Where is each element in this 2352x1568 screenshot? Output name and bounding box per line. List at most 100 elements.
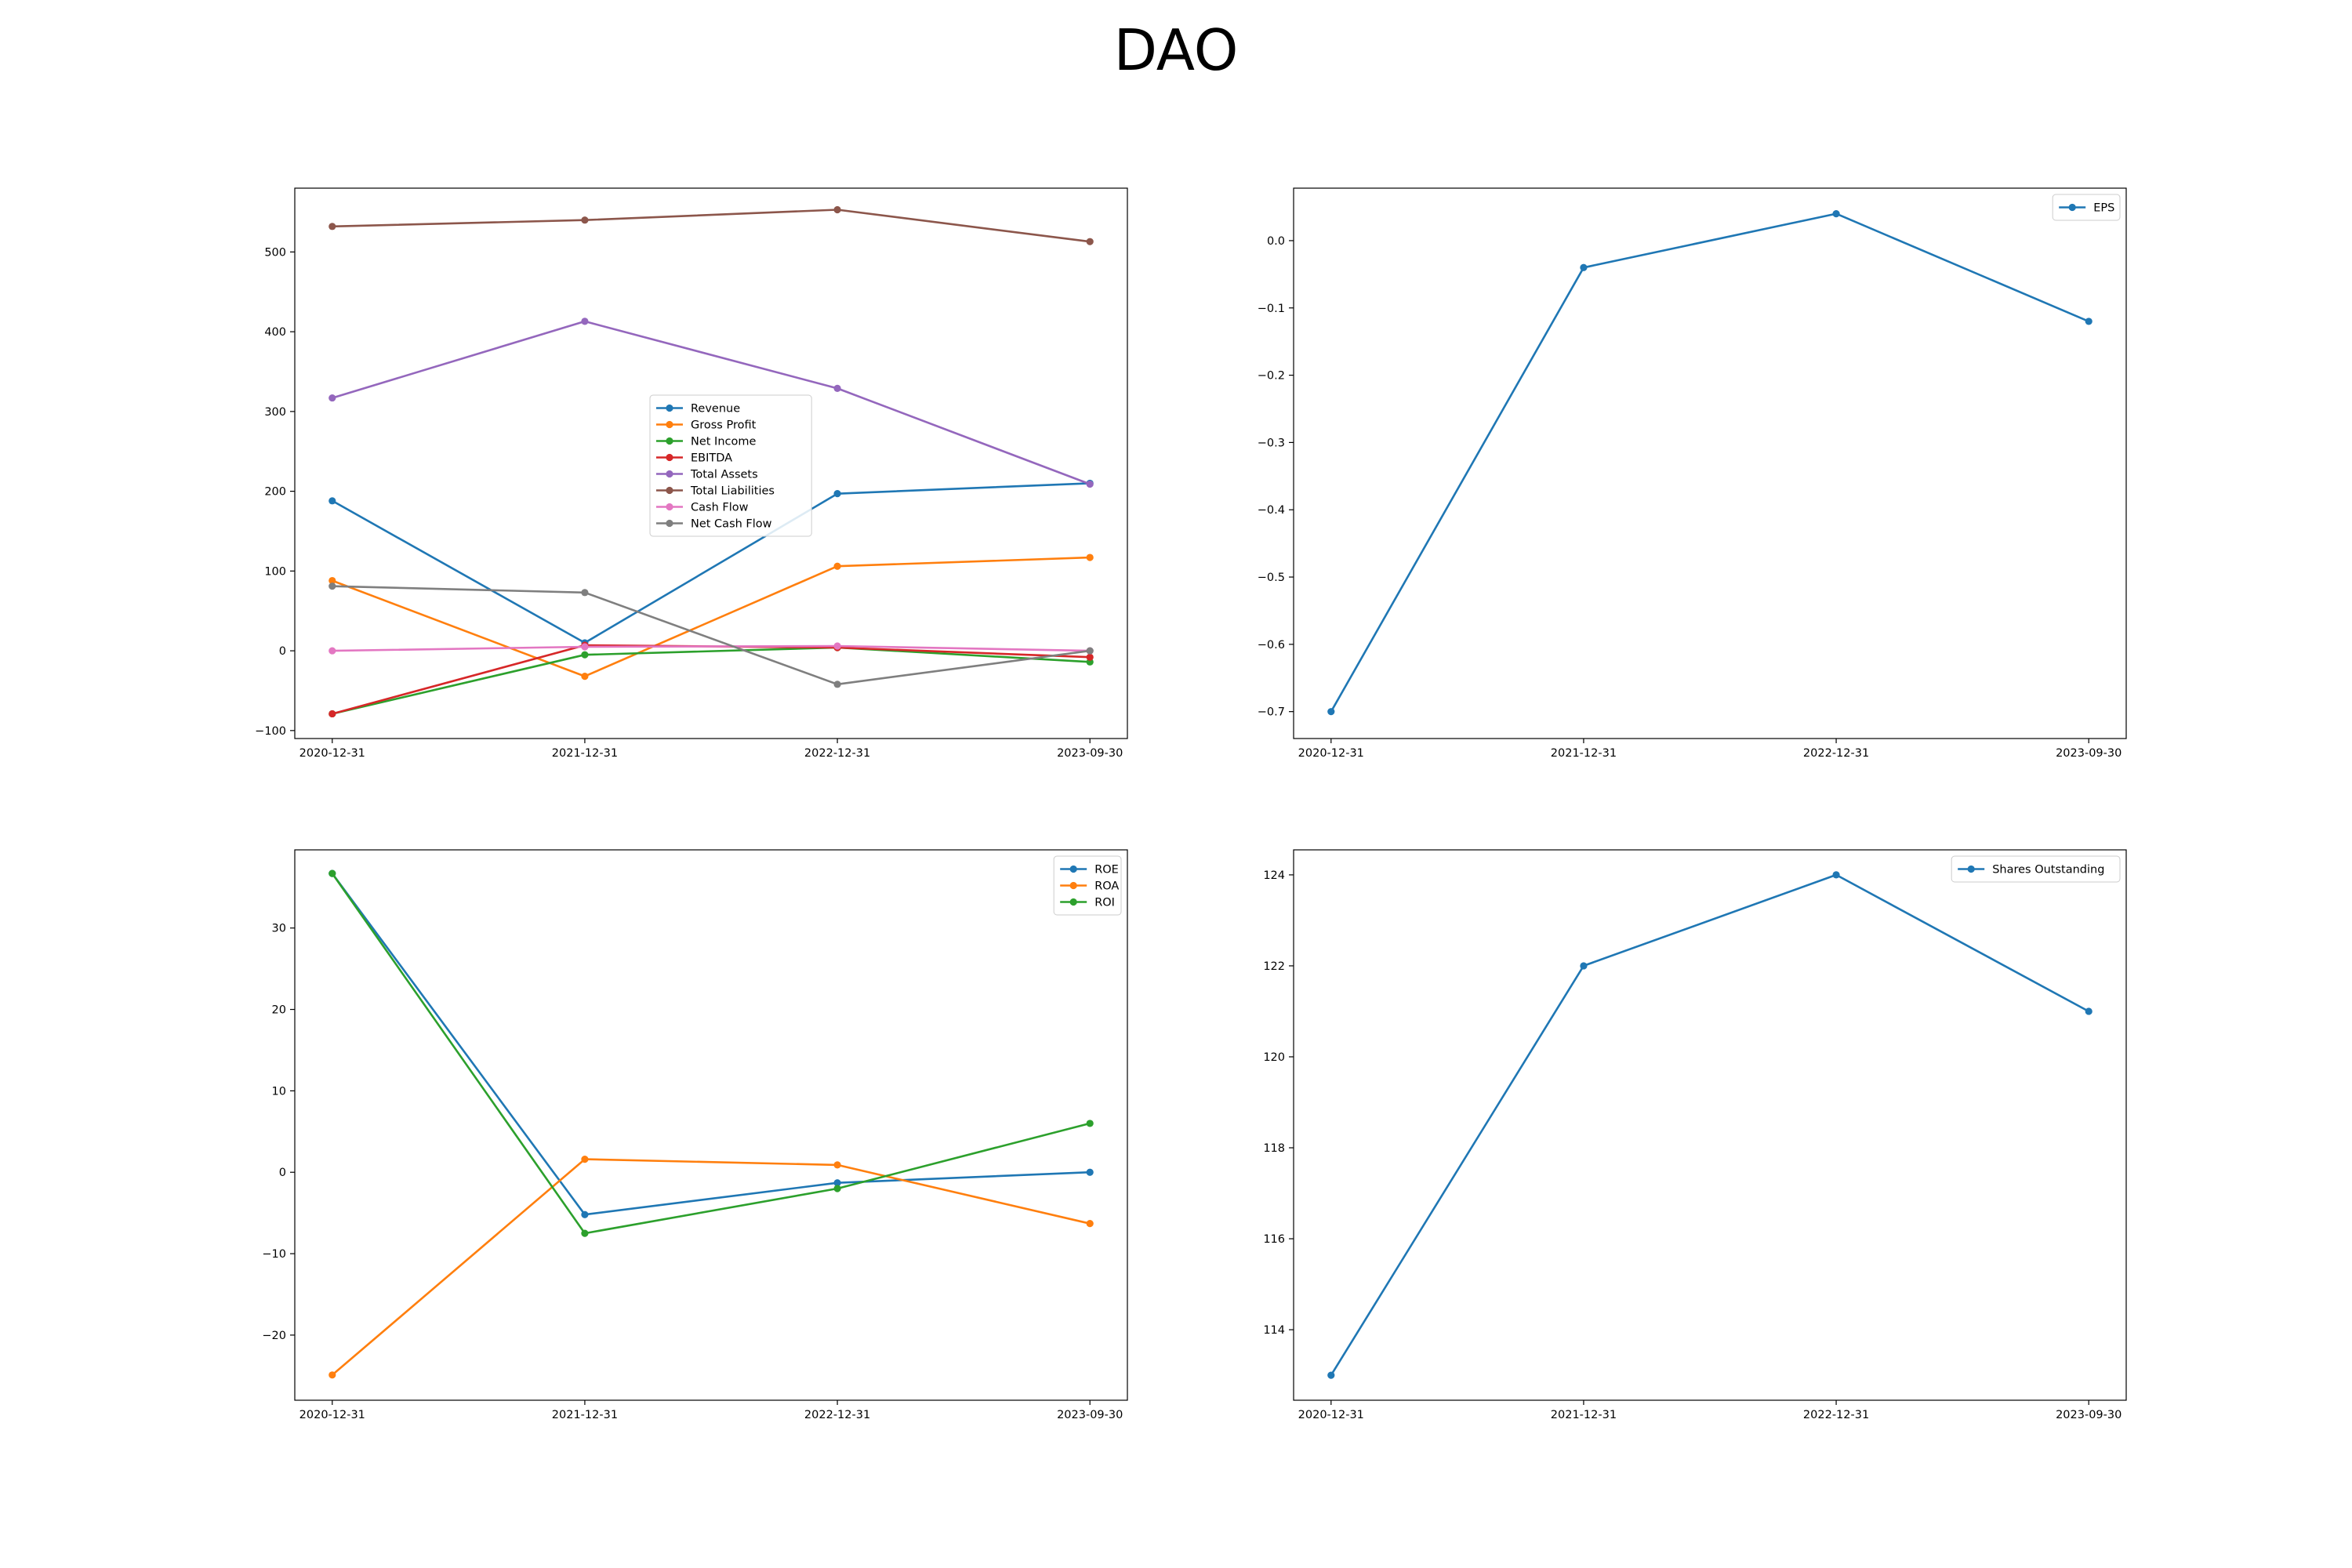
series-line-gross-profit: [332, 556, 1091, 677]
data-point: [581, 1229, 589, 1237]
legend-marker: [2068, 203, 2076, 212]
legend-box: [2052, 194, 2121, 221]
x-tick-label: 2022-12-31: [1803, 1409, 1869, 1421]
data-point: [1086, 238, 1094, 245]
data-point: [833, 681, 841, 688]
legend-label: Cash Flow: [691, 502, 749, 514]
data-point: [581, 1210, 589, 1218]
legend-marker: [1967, 865, 1975, 873]
legend: ROE ROA ROI: [1053, 855, 1122, 916]
y-tick-label: 30: [272, 923, 286, 935]
data-point: [1832, 210, 1840, 218]
page-title: DAO: [1113, 17, 1239, 83]
series-line-total-liabilities: [332, 209, 1091, 243]
legend-marker: [666, 486, 673, 495]
y-tick-label: −0.6: [1258, 639, 1285, 652]
axes-frame: [294, 849, 1128, 1401]
legend: EPS: [2052, 194, 2121, 221]
data-point: [1327, 1371, 1335, 1379]
legend-box: [1951, 855, 2121, 883]
data-point: [833, 384, 841, 392]
y-tick-label: 10: [272, 1085, 286, 1098]
y-tick-label: −0.3: [1258, 437, 1285, 449]
legend: Shares Outstanding: [1951, 855, 2121, 883]
legend-label: Net Cash Flow: [691, 518, 772, 531]
legend-box: [649, 394, 812, 537]
data-point: [581, 673, 589, 681]
y-tick-label: −20: [262, 1330, 286, 1342]
y-tick-label: −10: [262, 1248, 286, 1261]
y-tick-label: 124: [1263, 869, 1285, 882]
series-line-roi: [331, 873, 1091, 1235]
data-point: [581, 1156, 589, 1163]
legend-marker: [1069, 865, 1077, 873]
legend-label: Revenue: [691, 403, 740, 416]
y-tick-label: 120: [1263, 1051, 1285, 1064]
data-point: [328, 497, 336, 505]
y-tick-label: −0.2: [1258, 370, 1285, 383]
legend-marker: [666, 503, 673, 511]
legend-label: Total Liabilities: [690, 485, 775, 498]
series-line-cash-flow: [332, 644, 1091, 652]
x-tick-label: 2020-12-31: [1298, 747, 1364, 760]
data-point: [1832, 871, 1840, 879]
data-point: [833, 642, 841, 650]
y-tick-label: −100: [255, 725, 286, 738]
legend-label: Gross Profit: [691, 419, 757, 432]
series-line-shares-outstanding: [1330, 873, 2089, 1376]
chart-1: 2020-12-31 2021-12-31 2022-12-31 2023-09-30…: [255, 187, 1128, 760]
legend-label: Net Income: [691, 436, 756, 448]
data-point: [833, 490, 841, 498]
legend-marker: [1069, 881, 1077, 890]
data-point: [1086, 480, 1094, 488]
data-point: [328, 1371, 336, 1379]
chart-4: 2020-12-31 2021-12-31 2022-12-31 2023-09-30…: [1263, 849, 2127, 1421]
legend-label: Shares Outstanding: [1992, 864, 2104, 877]
x-tick-label: 2020-12-31: [299, 747, 365, 760]
data-point: [328, 394, 336, 402]
x-tick-label: 2020-12-31: [299, 1409, 365, 1421]
data-point: [1086, 554, 1094, 561]
x-tick-label: 2023-09-30: [1057, 747, 1123, 760]
legend-label: ROE: [1094, 864, 1119, 877]
data-point: [1327, 708, 1335, 716]
data-point: [833, 1185, 841, 1192]
y-tick-label: 0: [279, 645, 286, 658]
legend-label: ROI: [1094, 897, 1115, 909]
x-tick-label: 2022-12-31: [1803, 747, 1869, 760]
y-tick-label: 100: [264, 565, 286, 578]
data-point: [1086, 1168, 1094, 1176]
y-tick-label: 114: [1263, 1324, 1285, 1337]
data-point: [1086, 647, 1094, 655]
chart-3: 2020-12-31 2021-12-31 2022-12-31 2023-09-30…: [262, 849, 1128, 1421]
x-tick-label: 2022-12-31: [804, 1409, 870, 1421]
data-point: [328, 223, 336, 230]
y-tick-label: 116: [1263, 1233, 1285, 1246]
series-line-revenue: [332, 482, 1091, 644]
data-point: [328, 576, 336, 585]
legend-marker: [666, 519, 673, 528]
y-tick-label: 0.0: [1267, 235, 1285, 248]
chart-2: 2020-12-31 2021-12-31 2022-12-31 2023-09-30…: [1258, 187, 2127, 760]
x-tick-label: 2022-12-31: [804, 747, 870, 760]
legend-label: Total Assets: [690, 469, 758, 481]
y-tick-label: 200: [264, 486, 286, 499]
legend-label: ROA: [1094, 880, 1119, 893]
y-tick-label: 118: [1263, 1142, 1285, 1155]
y-tick-label: 122: [1263, 960, 1285, 973]
x-tick-label: 2021-12-31: [552, 1409, 618, 1421]
data-point: [581, 589, 589, 597]
axes-frame: [1293, 849, 2127, 1401]
data-point: [833, 562, 841, 570]
series-line-net-cash-flow: [332, 585, 1091, 686]
y-tick-label: 500: [264, 246, 286, 259]
data-point: [581, 216, 589, 224]
series-line-eps: [1330, 212, 2089, 713]
legend-marker: [666, 420, 673, 429]
data-point: [328, 583, 336, 590]
data-point: [833, 1161, 841, 1169]
data-point: [2085, 1007, 2092, 1015]
x-tick-label: 2023-09-30: [2056, 1409, 2122, 1421]
x-tick-label: 2021-12-31: [1551, 747, 1617, 760]
